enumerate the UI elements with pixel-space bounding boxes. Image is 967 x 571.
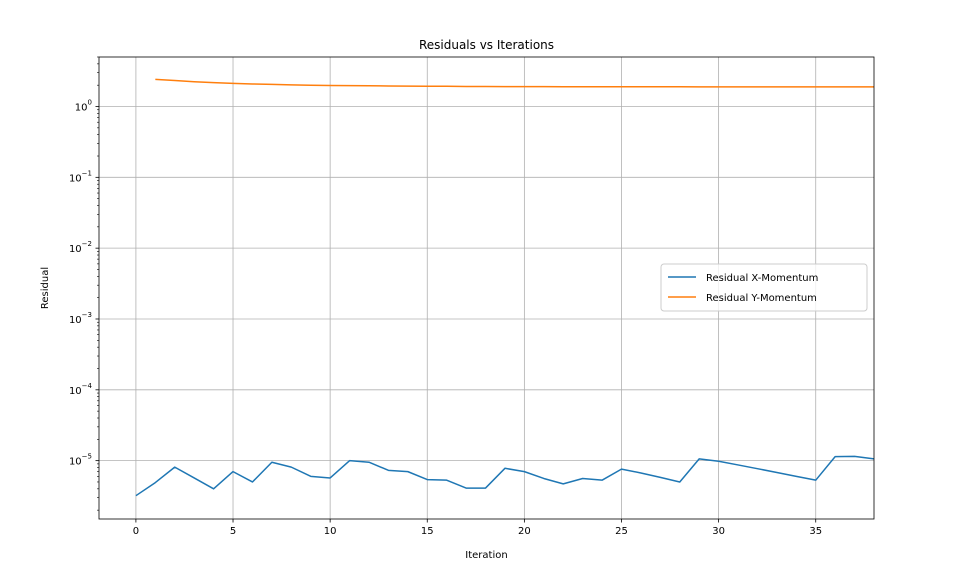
y-axis-label: Residual	[40, 267, 51, 309]
x-tick-label: 30	[712, 526, 725, 537]
x-tick-label: 20	[518, 526, 531, 537]
series-line-y-momentum	[155, 78, 874, 88]
series-lines	[135, 78, 875, 497]
chart-title: Residuals vs Iterations	[419, 38, 554, 52]
x-tick-label: 5	[230, 526, 236, 537]
x-tick-label: 15	[421, 526, 434, 537]
x-axis-label: Iteration	[465, 550, 507, 561]
legend-label-y-momentum: Residual Y-Momentum	[706, 293, 817, 304]
x-tick-label: 35	[809, 526, 822, 537]
x-tick-label: 10	[324, 526, 337, 537]
plot-frame	[98, 56, 875, 520]
legend: Residual X-Momentum Residual Y-Momentum	[660, 263, 868, 312]
x-tick-label: 25	[615, 526, 628, 537]
grid	[99, 57, 874, 519]
legend-box	[660, 263, 868, 312]
x-tick-label: 0	[133, 526, 139, 537]
legend-label-x-momentum: Residual X-Momentum	[706, 273, 818, 284]
series-line-x-momentum	[135, 455, 875, 497]
